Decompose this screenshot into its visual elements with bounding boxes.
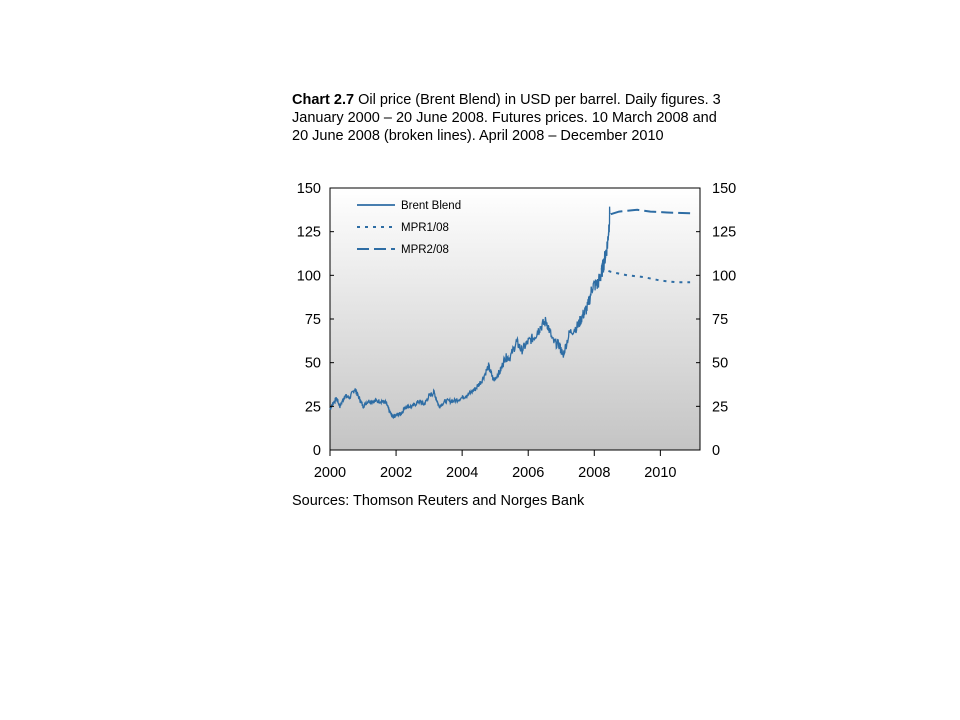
plot-area	[329, 187, 701, 451]
y-tick-label-right: 75	[712, 312, 728, 328]
sources-note: Sources: Thomson Reuters and Norges Bank	[292, 493, 585, 509]
y-tick-label-right: 125	[712, 225, 736, 241]
x-tick-label: 2008	[578, 465, 610, 481]
x-tick-label: 2010	[644, 465, 676, 481]
y-tick-label-right: 0	[712, 443, 720, 459]
y-tick-label-right: 50	[712, 356, 728, 372]
legend-label: MPR1/08	[401, 222, 449, 234]
y-tick-label-left: 100	[297, 268, 321, 284]
chart-caption: Chart 2.7 Oil price (Brent Blend) in USD…	[292, 91, 722, 145]
y-tick-label-left: 25	[305, 399, 321, 415]
y-tick-label-left: 125	[297, 225, 321, 241]
x-tick-label: 2002	[380, 465, 412, 481]
legend-label: MPR2/08	[401, 244, 449, 256]
y-tick-label-left: 50	[305, 356, 321, 372]
series-line-brent-blend	[329, 206, 611, 420]
series-line-mpr2-08	[610, 208, 691, 216]
y-tick-label-right: 100	[712, 268, 736, 284]
x-tick-label: 2000	[314, 465, 346, 481]
chart-title: Oil price (Brent Blend) in USD per barre…	[292, 92, 721, 144]
y-tick-label-left: 75	[305, 312, 321, 328]
series-line-mpr1-08	[600, 267, 691, 284]
y-tick-label-right: 150	[712, 181, 736, 197]
y-tick-label-left: 150	[297, 181, 321, 197]
legend-label: Brent Blend	[401, 200, 461, 212]
x-tick-label: 2004	[446, 465, 478, 481]
chart-number: Chart 2.7	[292, 92, 355, 108]
x-tick-label: 2006	[512, 465, 544, 481]
y-tick-label-left: 0	[313, 443, 321, 459]
y-tick-label-right: 25	[712, 399, 728, 415]
legend: Brent Blend MPR1/08 MPR2/08	[357, 200, 461, 256]
